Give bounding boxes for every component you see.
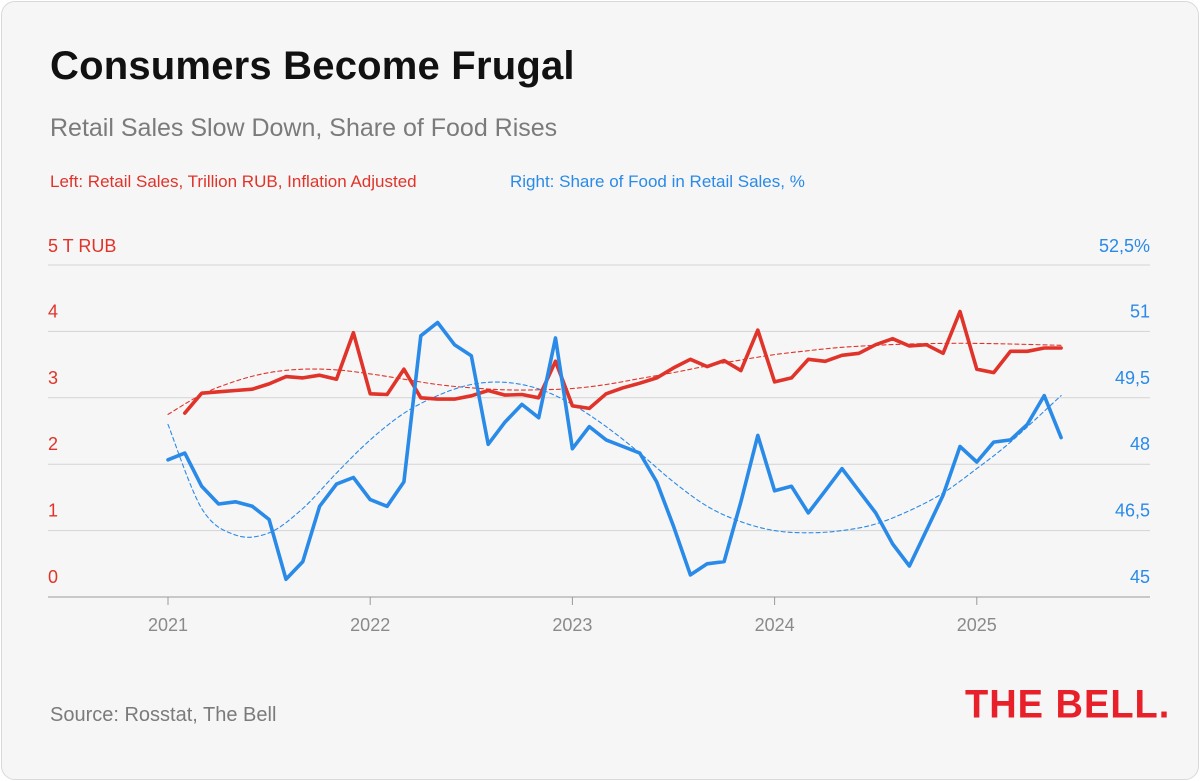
- x-axis-tick-label: 2024: [755, 615, 795, 635]
- left-axis-tick-label: 0: [48, 567, 58, 587]
- right-axis-tick-label: 48: [1130, 434, 1150, 454]
- source-note: Source: Rosstat, The Bell: [50, 704, 277, 726]
- left-axis-tick-label: 5 T RUB: [48, 236, 116, 256]
- left-axis-tick-label: 3: [48, 368, 58, 388]
- chart-subtitle: Retail Sales Slow Down, Share of Food Ri…: [50, 114, 558, 142]
- x-axis-tick-label: 2025: [957, 615, 997, 635]
- retail-sales-trend-line: [167, 342, 1062, 415]
- chart-title: Consumers Become Frugal: [50, 44, 575, 88]
- right-axis-tick-label: 52,5%: [1099, 236, 1150, 256]
- right-axis-tick-label: 46,5: [1115, 501, 1150, 521]
- right-axis-tick-label: 51: [1130, 301, 1150, 321]
- right-axis-tick-label: 45: [1130, 567, 1150, 587]
- left-axis-tick-label: 2: [48, 434, 58, 454]
- retail-sales-line: [183, 309, 1063, 415]
- food-share-line: [166, 320, 1063, 582]
- food-share-trend-line: [167, 381, 1062, 538]
- left-axis-tick-label: 4: [48, 301, 58, 321]
- left-axis-tick-label: 1: [48, 501, 58, 521]
- legend-right-axis-label: Right: Share of Food in Retail Sales, %: [510, 172, 805, 191]
- x-axis-tick-label: 2021: [148, 615, 188, 635]
- legend-left-axis-label: Left: Retail Sales, Trillion RUB, Inflat…: [50, 172, 417, 191]
- the-bell-logo: THE BELL.: [965, 682, 1171, 728]
- right-axis-tick-label: 49,5: [1115, 368, 1150, 388]
- x-axis-tick-label: 2023: [552, 615, 592, 635]
- x-axis-tick-label: 2022: [350, 615, 390, 635]
